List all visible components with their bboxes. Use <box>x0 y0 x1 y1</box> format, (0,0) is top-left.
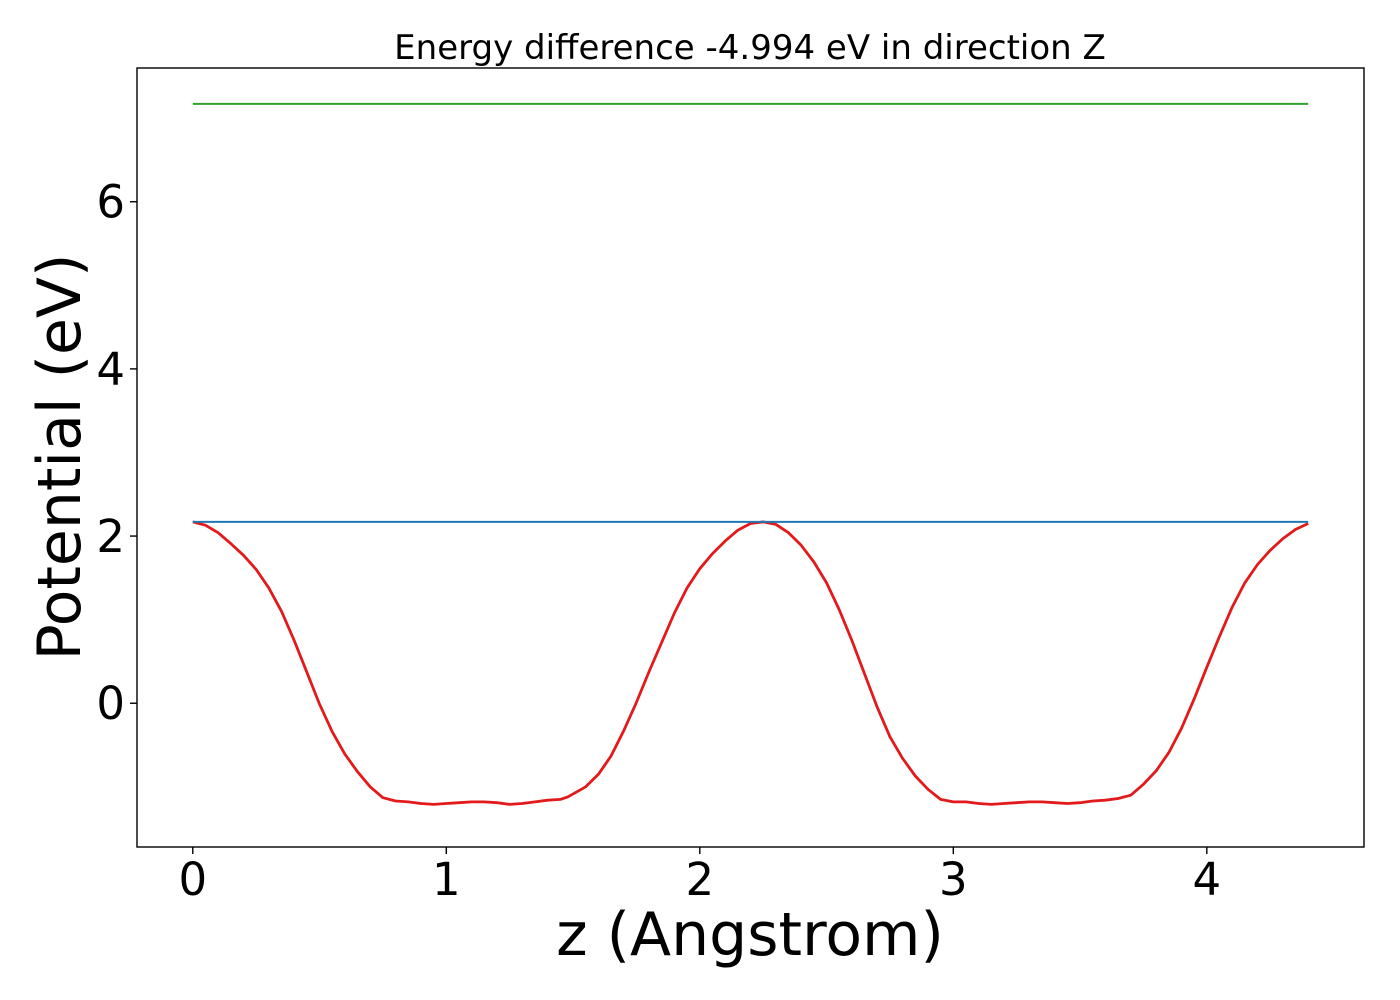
x-tick-label: 1 <box>432 853 461 906</box>
plot-frame <box>136 67 1365 848</box>
x-tick-label: 3 <box>939 853 968 906</box>
x-axis-label: z (Angstrom) <box>556 900 944 970</box>
chart-title: Energy difference -4.994 eV in direction… <box>394 28 1106 68</box>
y-tick-label: 2 <box>96 510 125 563</box>
x-tick-label: 2 <box>685 853 714 906</box>
potential-line <box>192 520 1309 806</box>
series-layer <box>192 102 1309 806</box>
x-tick-label: 4 <box>1193 853 1222 906</box>
y-tick-label: 4 <box>96 343 125 396</box>
y-tick-label: 6 <box>96 176 125 229</box>
y-tick-label: 0 <box>96 677 125 730</box>
y-axis-ticks: 0 2 4 6 <box>96 176 137 730</box>
x-tick-label: 0 <box>178 853 207 906</box>
x-axis-ticks: 0 1 2 3 4 <box>178 847 1221 906</box>
y-axis-label: Potential (eV) <box>25 254 95 661</box>
